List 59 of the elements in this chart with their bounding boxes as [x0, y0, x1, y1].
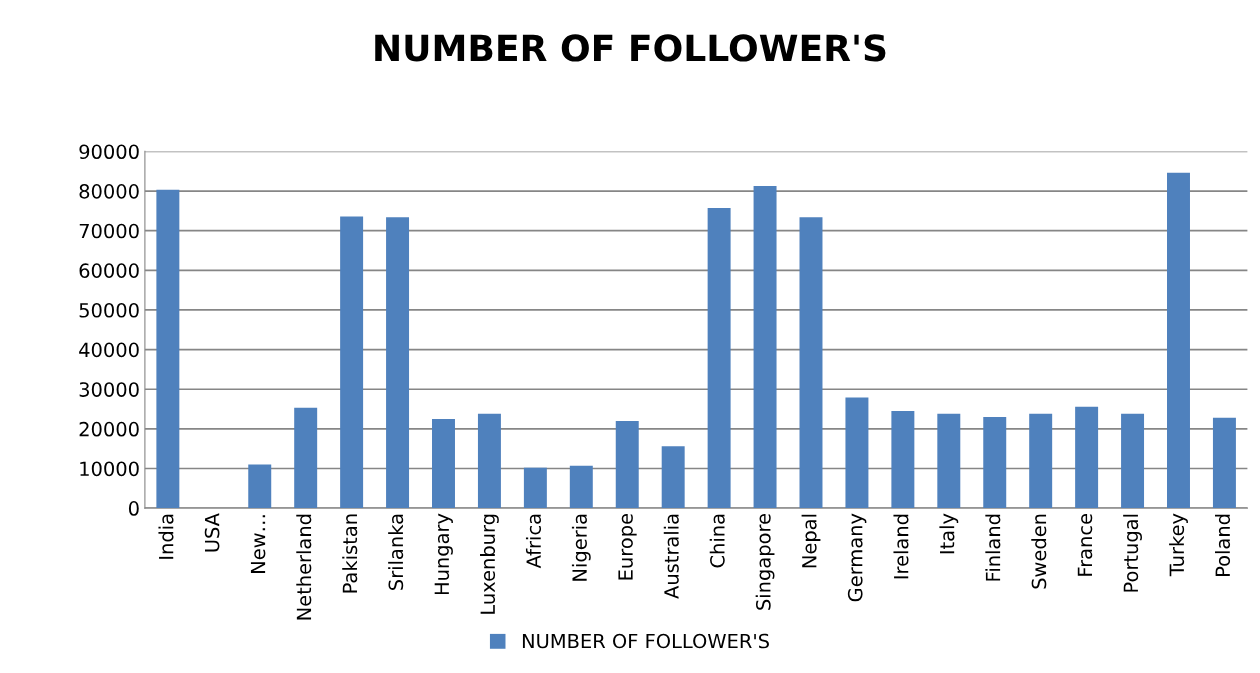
x-tick-label: Sweden — [1031, 514, 1047, 589]
x-tick-label: India — [158, 514, 174, 559]
x-tick-label: Europe — [618, 514, 637, 580]
x-tick-label: New… — [250, 515, 266, 573]
bar — [294, 407, 318, 509]
bar — [1212, 417, 1236, 509]
x-tick-label: Luxenburg — [480, 514, 499, 614]
y-tick-label: 40000 — [79, 342, 139, 358]
bar — [248, 464, 272, 509]
bar — [1029, 413, 1053, 509]
y-tick-label: 30000 — [79, 382, 139, 397]
x-tick-label: Netherland — [296, 514, 312, 620]
bar — [386, 217, 410, 509]
bar — [1167, 172, 1190, 509]
x-tick-label: Nepal — [801, 514, 821, 568]
bar — [569, 465, 593, 509]
x-tick-label: Singapore — [755, 514, 775, 610]
bar — [1121, 413, 1145, 509]
y-tick-label: 60000 — [79, 263, 139, 278]
bar — [845, 397, 869, 509]
y-tick-label: 80000 — [79, 184, 139, 199]
x-tick-label: Australia — [663, 514, 679, 599]
x-tick-label: Hungary — [434, 513, 453, 595]
x-tick-label: France — [1077, 514, 1093, 576]
x-tick-label: USA — [204, 513, 220, 552]
x-tick-label: Srilanka — [388, 514, 404, 590]
x-tick-label: Poland — [1215, 514, 1231, 576]
bar — [891, 411, 915, 509]
y-tick-label: 90000 — [79, 144, 139, 160]
x-tick-label: China — [709, 514, 725, 568]
x-tick-label: Italy — [939, 513, 959, 554]
bar — [1075, 406, 1099, 509]
bar — [432, 418, 455, 509]
bar — [477, 413, 501, 509]
x-tick-label: Portugal — [1123, 514, 1142, 592]
y-tick-label: 10000 — [80, 461, 139, 477]
bar — [983, 416, 1007, 509]
x-tick-label: Germany — [847, 513, 867, 602]
legend-label: NUMBER OF FOLLOWER'S — [522, 633, 769, 649]
bar — [661, 446, 685, 509]
y-tick-label: 20000 — [79, 421, 139, 437]
y-tick-label: 0 — [128, 501, 139, 516]
bar — [523, 467, 547, 509]
y-tick-label: 50000 — [79, 302, 139, 318]
x-tick-label: Finland — [985, 514, 1001, 581]
chart-title: NUMBER OF FOLLOWER'S — [375, 34, 886, 62]
bar — [937, 413, 961, 509]
bar — [753, 185, 777, 509]
x-tick-label: Africa — [525, 514, 542, 569]
y-tick-label: 70000 — [79, 223, 139, 239]
bar — [156, 189, 180, 509]
x-tick-label: Pakistan — [342, 514, 358, 593]
x-tick-label: Nigeria — [571, 514, 591, 581]
bar — [615, 420, 639, 509]
bar — [799, 217, 823, 509]
bar — [707, 208, 731, 509]
bar — [340, 216, 364, 509]
x-tick-label: Turkey — [1169, 513, 1188, 577]
x-tick-label: Ireland — [893, 514, 909, 579]
